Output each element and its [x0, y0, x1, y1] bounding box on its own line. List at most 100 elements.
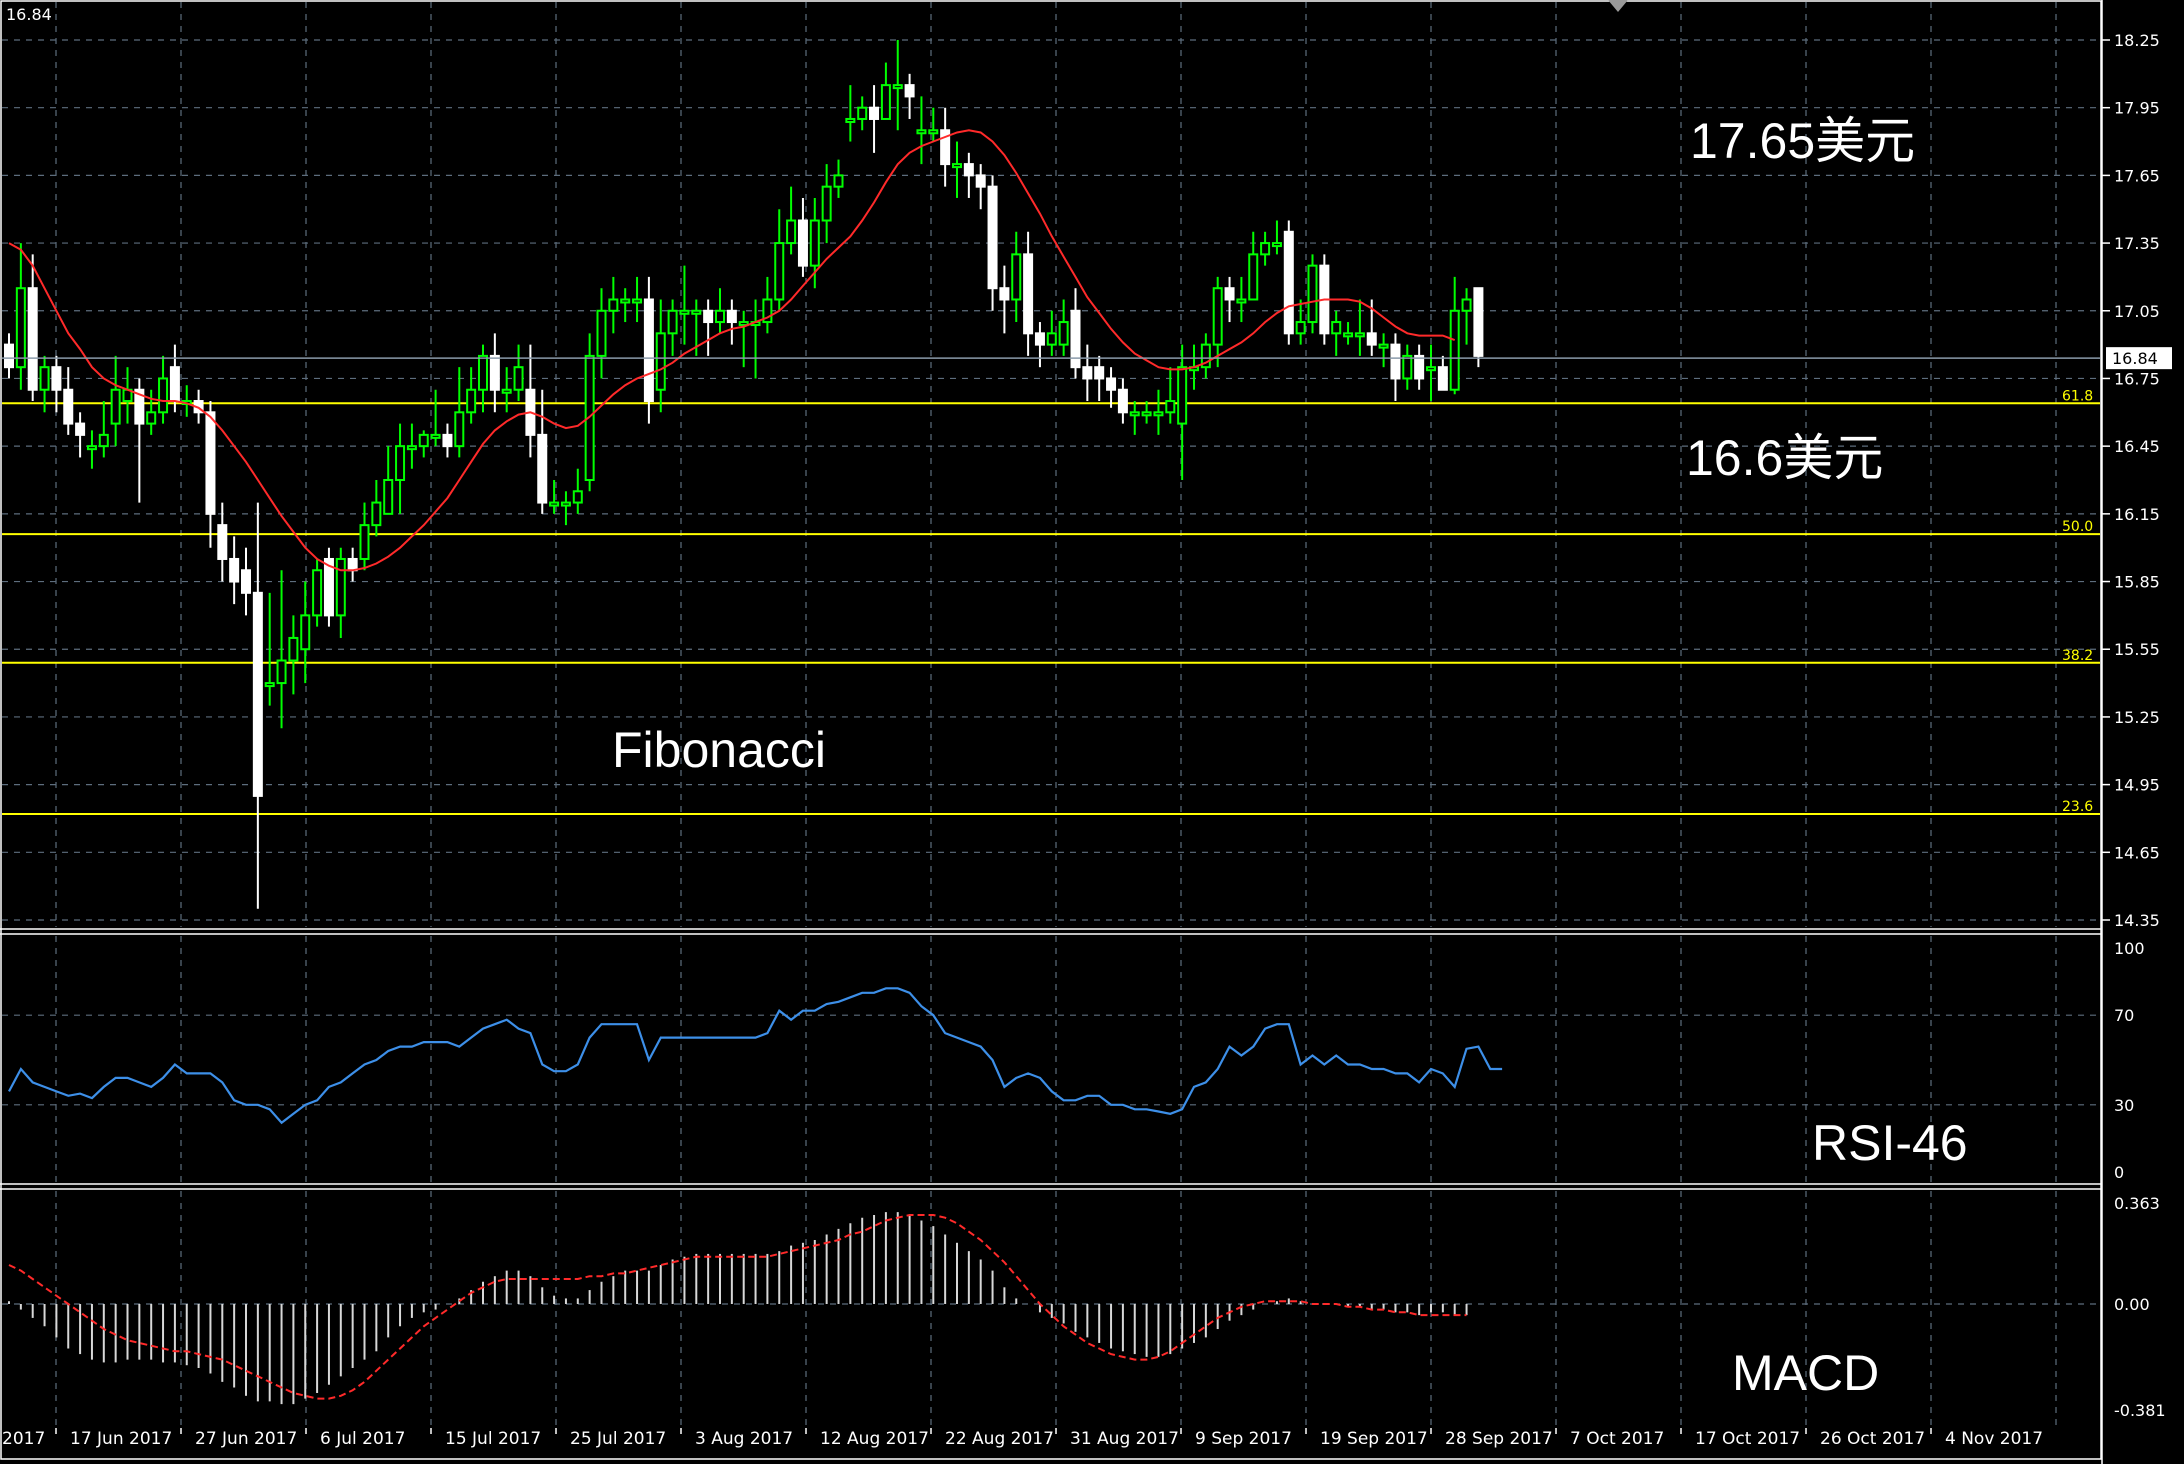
candle: [276, 570, 287, 729]
candle-body: [1023, 253, 1034, 335]
candle: [1212, 276, 1223, 368]
price-tick-label: 15.55: [2114, 640, 2160, 659]
candle: [98, 401, 109, 458]
fibonacci-retracement: 61.8 50.0 38.2 23.6: [2, 388, 2100, 815]
candle: [916, 96, 927, 165]
candle-body: [537, 433, 548, 504]
candle: [762, 276, 773, 334]
candle: [596, 288, 607, 379]
candle-body: [1046, 332, 1057, 346]
candle-body: [1224, 287, 1235, 301]
candle-body: [1260, 242, 1271, 256]
candle: [904, 73, 915, 119]
candle-body: [1461, 298, 1472, 312]
candle-body: [406, 445, 417, 451]
candle: [821, 164, 832, 244]
candle: [146, 389, 157, 435]
candle: [892, 40, 903, 131]
candle: [4, 333, 14, 379]
candle: [1165, 367, 1176, 424]
candle-body: [596, 309, 607, 357]
candle-body: [726, 309, 737, 324]
candlestick-series: [4, 40, 1484, 909]
candle: [833, 159, 844, 198]
corner-price-label: 16.84: [6, 5, 52, 24]
candle: [359, 502, 370, 571]
candle-body: [892, 84, 903, 90]
candle: [252, 502, 263, 909]
candle-body: [1236, 298, 1247, 304]
candle-body: [1106, 377, 1117, 391]
date-tick-label: 17 Oct 2017: [1695, 1429, 1800, 1449]
candle: [1141, 401, 1152, 424]
candle: [1402, 344, 1413, 390]
rsi-tick-label: 70: [2114, 1006, 2134, 1025]
candle-body: [1390, 343, 1401, 380]
candle-body: [241, 569, 251, 594]
candle-body: [869, 106, 880, 120]
candle: [1200, 333, 1211, 379]
date-tick-label: 6 Jul 2017: [320, 1429, 405, 1449]
date-tick-label: 7 Oct 2017: [1570, 1429, 1664, 1449]
candle-body: [762, 298, 773, 324]
candle: [632, 276, 643, 323]
candle: [335, 547, 346, 638]
candle-body: [1414, 354, 1425, 380]
price-tick-label: 18.25: [2114, 31, 2160, 50]
candle-body: [276, 659, 287, 685]
scroll-marker-icon[interactable]: [1608, 0, 1628, 12]
date-tick-label: 3 Aug 2017: [695, 1429, 793, 1449]
date-tick-label: 2017: [2, 1429, 45, 1449]
moving-average: [2, 129, 2100, 572]
candle-body: [513, 366, 524, 391]
candle-body: [1082, 366, 1093, 380]
price-tick-label: 16.45: [2114, 437, 2160, 456]
candle-body: [1473, 287, 1484, 357]
candle-body: [1034, 332, 1045, 346]
candle: [1260, 231, 1271, 266]
candle: [869, 85, 880, 153]
date-tick-label: 26 Oct 2017: [1820, 1429, 1925, 1449]
candle: [122, 367, 133, 424]
candle: [1449, 276, 1460, 395]
date-tick-label: 22 Aug 2017: [945, 1429, 1054, 1449]
candle: [513, 344, 524, 402]
current-price-badge-label: 16.84: [2112, 349, 2158, 368]
candle-body: [809, 219, 820, 267]
candle: [1248, 231, 1259, 301]
candle: [774, 209, 785, 311]
candle: [1070, 288, 1081, 379]
candle-body: [15, 287, 26, 369]
candle: [797, 197, 808, 277]
candle: [75, 412, 86, 458]
candle-body: [904, 84, 915, 98]
candle: [158, 355, 169, 424]
candle-body: [797, 219, 808, 267]
candle: [134, 378, 145, 503]
candle: [786, 186, 797, 255]
candle: [1414, 344, 1425, 390]
date-tick-label: 12 Aug 2017: [820, 1429, 929, 1449]
candle-body: [643, 298, 654, 403]
candle: [525, 344, 536, 458]
candle: [1011, 231, 1022, 323]
candle-body: [146, 411, 157, 425]
candle-body: [857, 106, 868, 120]
candle-body: [359, 524, 370, 560]
candle: [1295, 299, 1306, 345]
price-tick-label: 17.95: [2114, 99, 2160, 118]
candle: [1224, 276, 1235, 323]
candle-body: [371, 501, 382, 527]
candle-body: [655, 332, 666, 391]
candle-body: [1177, 366, 1188, 425]
candle-body: [98, 433, 109, 448]
candle: [489, 333, 500, 413]
candle-body: [821, 185, 832, 222]
candle-body: [1307, 264, 1318, 324]
candle-body: [1343, 332, 1354, 338]
candle: [371, 480, 382, 537]
candle: [880, 62, 891, 120]
candle: [987, 175, 998, 311]
